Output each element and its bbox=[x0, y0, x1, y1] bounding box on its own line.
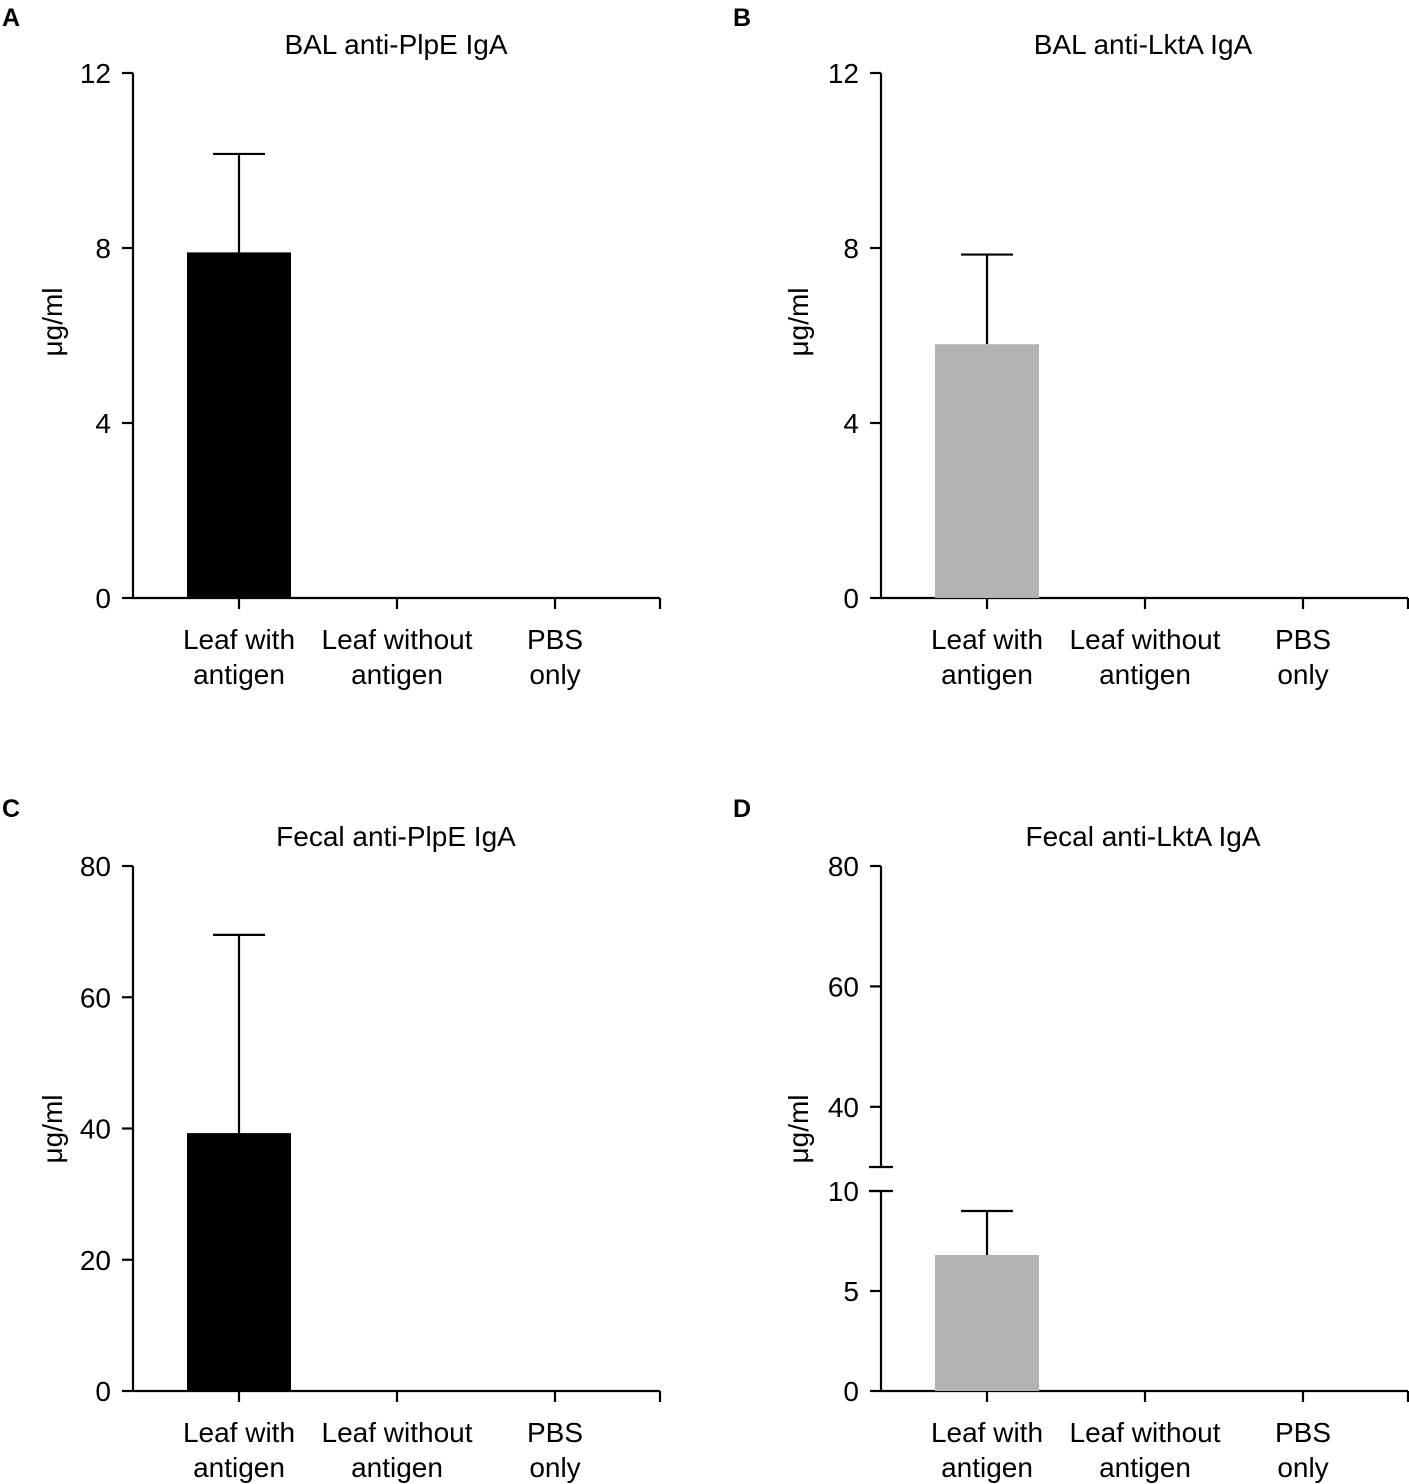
y-axis-label: μg/ml bbox=[37, 1094, 68, 1163]
x-tick-label: PBS bbox=[527, 624, 583, 655]
x-tick-label: Leaf without bbox=[322, 624, 473, 655]
chart-title: BAL anti-PlpE IgA bbox=[284, 29, 507, 60]
chart-panel-a: A BAL anti-PlpE IgA μg/ml 0 4 8 12 Leaf with ant… bbox=[2, 4, 662, 690]
x-tick-label: antigen bbox=[351, 659, 443, 690]
y-tick-label: 8 bbox=[95, 233, 111, 264]
bar bbox=[187, 1133, 291, 1391]
panel-letter: D bbox=[733, 795, 751, 823]
y-tick-label: 80 bbox=[828, 851, 859, 882]
chart-title: BAL anti-LktA IgA bbox=[1034, 29, 1253, 60]
x-tick-label: Leaf with bbox=[183, 624, 295, 655]
y-tick-label: 12 bbox=[828, 58, 859, 89]
bar bbox=[187, 252, 291, 598]
x-tick-label: antigen bbox=[193, 659, 285, 690]
y-tick-label: 4 bbox=[95, 408, 111, 439]
chart-title: Fecal anti-LktA IgA bbox=[1025, 821, 1260, 852]
y-tick-label: 40 bbox=[80, 1114, 111, 1145]
bar bbox=[935, 1255, 1039, 1391]
x-tick-label: antigen bbox=[941, 1452, 1033, 1483]
x-tick-label: PBS bbox=[1275, 1417, 1331, 1448]
y-axis-label: μg/ml bbox=[37, 287, 68, 356]
y-tick-label: 40 bbox=[828, 1092, 859, 1123]
x-tick-label: antigen bbox=[351, 1452, 443, 1483]
chart-panel-d: D Fecal anti-LktA IgA μg/ml 0 5 10 40 60 80 Leaf … bbox=[733, 795, 1409, 1483]
chart-panel-b: B BAL anti-LktA IgA μg/ml 0 4 8 12 Leaf with ant… bbox=[733, 4, 1409, 690]
x-tick-label: only bbox=[529, 1452, 580, 1483]
y-tick-label: 0 bbox=[843, 583, 859, 614]
y-tick-label: 0 bbox=[95, 583, 111, 614]
y-tick-label: 0 bbox=[843, 1376, 859, 1407]
panel-letter: C bbox=[2, 795, 20, 823]
x-tick-label: only bbox=[529, 659, 580, 690]
y-tick-label: 12 bbox=[80, 58, 111, 89]
x-tick-label: antigen bbox=[193, 1452, 285, 1483]
x-tick-label: Leaf without bbox=[1070, 1417, 1221, 1448]
chart-panel-c: C Fecal anti-PlpE IgA μg/ml 0 20 40 60 80 Leaf w… bbox=[2, 795, 662, 1483]
x-tick-label: Leaf without bbox=[322, 1417, 473, 1448]
x-tick-label: Leaf with bbox=[931, 624, 1043, 655]
x-tick-label: Leaf without bbox=[1070, 624, 1221, 655]
chart-title: Fecal anti-PlpE IgA bbox=[276, 821, 516, 852]
x-tick-label: antigen bbox=[1099, 1452, 1191, 1483]
y-tick-label: 60 bbox=[828, 971, 859, 1002]
panel-letter: A bbox=[2, 4, 20, 32]
y-tick-label: 0 bbox=[95, 1376, 111, 1407]
y-tick-label: 60 bbox=[80, 982, 111, 1013]
x-tick-label: antigen bbox=[1099, 659, 1191, 690]
y-tick-label: 20 bbox=[80, 1245, 111, 1276]
x-tick-label: Leaf with bbox=[183, 1417, 295, 1448]
bar bbox=[935, 344, 1039, 598]
y-axis-label: μg/ml bbox=[783, 1094, 814, 1163]
y-tick-label: 80 bbox=[80, 851, 111, 882]
panel-letter: B bbox=[733, 4, 751, 32]
x-tick-label: PBS bbox=[527, 1417, 583, 1448]
x-tick-label: only bbox=[1277, 659, 1328, 690]
x-tick-label: antigen bbox=[941, 659, 1033, 690]
y-tick-label: 5 bbox=[843, 1276, 859, 1307]
y-tick-label: 10 bbox=[828, 1176, 859, 1207]
x-tick-label: Leaf with bbox=[931, 1417, 1043, 1448]
y-axis-label: μg/ml bbox=[783, 287, 814, 356]
y-tick-label: 8 bbox=[843, 233, 859, 264]
x-tick-label: PBS bbox=[1275, 624, 1331, 655]
x-tick-label: only bbox=[1277, 1452, 1328, 1483]
y-tick-label: 4 bbox=[843, 408, 859, 439]
